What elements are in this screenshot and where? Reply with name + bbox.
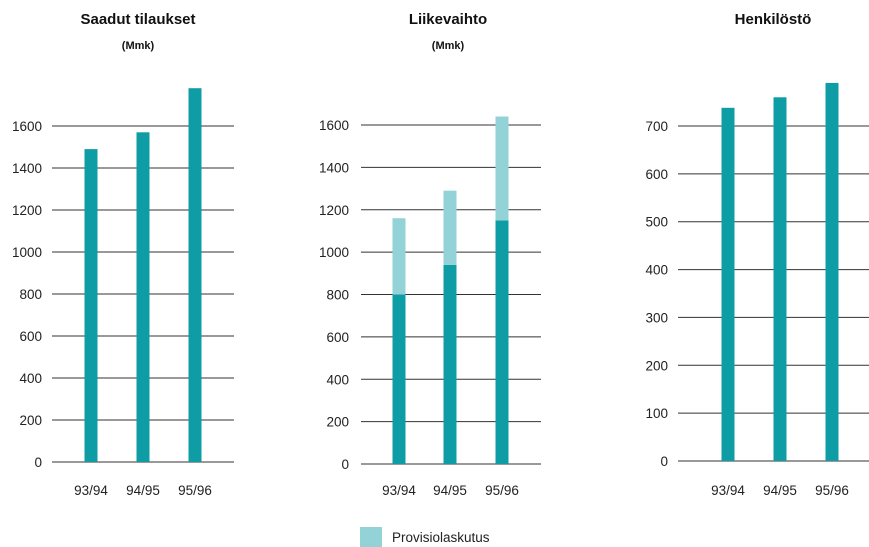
bar-93-94 — [84, 149, 98, 462]
y-axis-ticks: 0 200 400 600 800 1000 1200 1400 1600 — [12, 119, 42, 470]
y-tick-label-1200: 1200 — [12, 203, 42, 218]
y-axis-ticks: 0 100 200 300 400 500 600 700 — [645, 119, 668, 469]
x-tick-label-94-95: 94/95 — [763, 483, 797, 498]
bar-94-95-series-1 — [443, 190, 457, 265]
x-tick-label-94-95: 94/95 — [433, 483, 467, 498]
x-axis-ticks: 93/94 94/95 95/96 — [382, 483, 519, 498]
x-axis-ticks: 93/94 94/95 95/96 — [711, 483, 849, 498]
y-tick-label-600: 600 — [19, 329, 42, 344]
y-tick-label-400: 400 — [326, 372, 349, 387]
chart-subtitle: (Mmk) — [122, 40, 155, 52]
legend-label-provisiolaskutus: Provisiolaskutus — [392, 530, 490, 545]
y-tick-label-1000: 1000 — [319, 245, 349, 260]
y-tick-label-400: 400 — [19, 371, 42, 386]
x-tick-label-93-94: 93/94 — [711, 483, 745, 498]
bars — [392, 116, 509, 464]
bar-95-96 — [825, 82, 839, 461]
y-tick-label-0: 0 — [660, 454, 668, 469]
y-tick-label-0: 0 — [341, 457, 349, 472]
y-tick-label-800: 800 — [326, 288, 349, 303]
y-axis-ticks: 0 200 400 600 800 1000 1200 1400 1600 — [319, 118, 349, 472]
bar-95-96-series-1 — [495, 116, 509, 221]
bar-93-94-series-1 — [392, 218, 406, 295]
chart-title: Liikevaihto — [409, 11, 487, 28]
x-tick-label-95-96: 95/96 — [485, 483, 519, 498]
x-tick-label-93-94: 93/94 — [74, 483, 108, 498]
bar-94-95 — [773, 97, 787, 462]
y-tick-label-600: 600 — [326, 330, 349, 345]
bar-93-94-series-0 — [392, 294, 406, 464]
y-tick-label-500: 500 — [645, 215, 668, 230]
bars — [84, 88, 202, 463]
x-tick-label-95-96: 95/96 — [178, 483, 212, 498]
x-axis-ticks: 93/94 94/95 95/96 — [74, 483, 212, 498]
y-tick-label-400: 400 — [645, 263, 668, 278]
bar-95-96 — [188, 88, 202, 462]
bar-93-94 — [721, 107, 735, 462]
x-tick-label-93-94: 93/94 — [382, 483, 416, 498]
y-tick-label-300: 300 — [645, 310, 668, 325]
chart-liikevaihto: Liikevaihto (Mmk) 0 200 400 600 800 1000 1200 1… — [319, 11, 541, 498]
bar-95-96-series-0 — [495, 220, 509, 464]
y-tick-label-200: 200 — [645, 358, 668, 373]
chart-title: Henkilöstö — [735, 11, 812, 28]
y-tick-label-0: 0 — [34, 455, 42, 470]
y-tick-label-1400: 1400 — [12, 161, 42, 176]
chart-saadut-tilaukset: Saadut tilaukset (Mmk) 0 200 400 600 800 1000… — [12, 11, 234, 498]
y-tick-label-1200: 1200 — [319, 203, 349, 218]
y-tick-label-600: 600 — [645, 167, 668, 182]
y-tick-label-700: 700 — [645, 119, 668, 134]
y-tick-label-1400: 1400 — [319, 160, 349, 175]
y-tick-label-200: 200 — [19, 413, 42, 428]
y-tick-label-1600: 1600 — [319, 118, 349, 133]
y-tick-label-100: 100 — [645, 406, 668, 421]
legend: Provisiolaskutus — [360, 527, 490, 547]
y-tick-label-800: 800 — [19, 287, 42, 302]
chart-title: Saadut tilaukset — [80, 11, 195, 28]
bars — [721, 82, 839, 462]
y-tick-label-200: 200 — [326, 415, 349, 430]
bar-94-95-series-0 — [443, 264, 457, 464]
bar-94-95 — [136, 132, 150, 463]
y-tick-label-1600: 1600 — [12, 119, 42, 134]
chart-subtitle: (Mmk) — [432, 40, 465, 52]
y-tick-label-1000: 1000 — [12, 245, 42, 260]
x-tick-label-95-96: 95/96 — [815, 483, 849, 498]
x-tick-label-94-95: 94/95 — [126, 483, 160, 498]
legend-swatch-provisiolaskutus — [360, 527, 382, 547]
